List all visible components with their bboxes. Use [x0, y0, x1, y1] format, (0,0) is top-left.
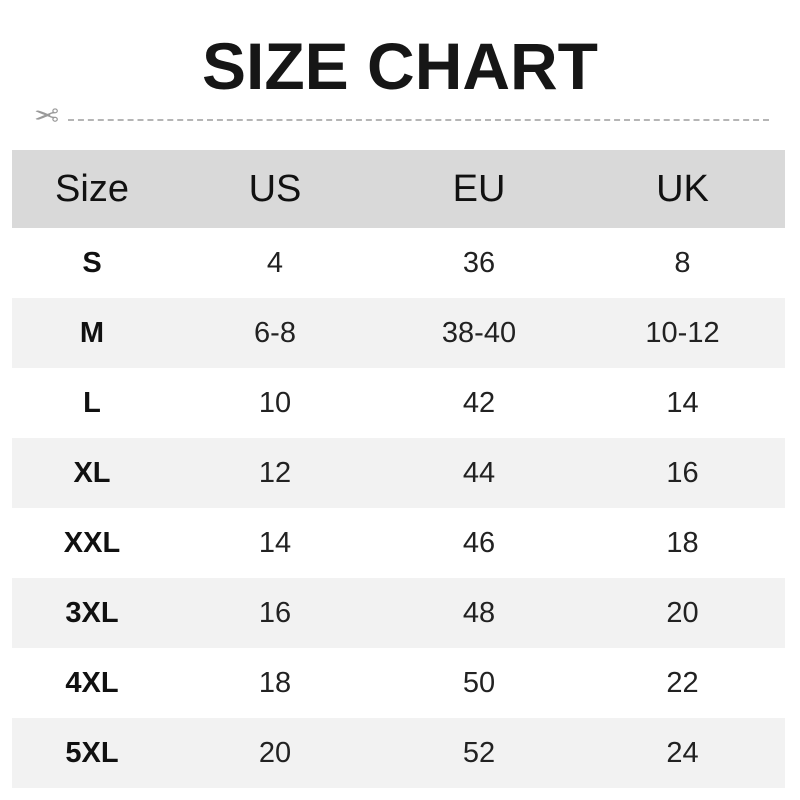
cell-us: 16: [258, 596, 292, 629]
cell-size: L: [83, 386, 101, 419]
cell-size: 5XL: [65, 736, 119, 769]
cell-eu: 36: [462, 246, 496, 279]
table-row: L 10 42 14: [12, 368, 785, 438]
table-header-row: Size US EU UK: [12, 150, 785, 228]
cell-uk: 10-12: [645, 316, 720, 349]
cell-uk: 22: [666, 666, 699, 699]
table-row: 3XL 16 48 20: [12, 578, 785, 648]
cell-uk: 14: [666, 386, 699, 419]
cell-uk: 18: [666, 526, 699, 559]
scissors-icon: ✂: [34, 100, 60, 133]
cell-us: 4: [266, 246, 284, 279]
cell-size: XXL: [63, 526, 121, 559]
cell-eu: 48: [462, 596, 496, 629]
header-uk: UK: [656, 167, 709, 210]
cell-size: 3XL: [65, 596, 119, 629]
cell-uk: 8: [674, 246, 691, 279]
cell-us: 10: [258, 386, 292, 419]
dashed-divider: [68, 119, 769, 121]
header-eu: EU: [452, 167, 506, 210]
table-row: 5XL 20 52 24: [12, 718, 785, 788]
cell-us: 14: [258, 526, 292, 559]
cell-size: S: [82, 246, 102, 279]
table-row: M 6-8 38-40 10-12: [12, 298, 785, 368]
cell-us: 12: [258, 456, 292, 489]
cell-eu: 46: [462, 526, 496, 559]
cell-eu: 42: [462, 386, 496, 419]
size-chart-table: Size US EU UK S 4 36 8 M 6-8 38-40 10-12 L 10 42 14…: [12, 150, 785, 788]
table-row: XXL 14 46 18: [12, 508, 785, 578]
header-size: Size: [55, 167, 129, 210]
cell-us: 18: [258, 666, 292, 699]
table-row: S 4 36 8: [12, 228, 785, 298]
table-row: 4XL 18 50 22: [12, 648, 785, 718]
cell-uk: 24: [666, 736, 699, 769]
header-us: US: [248, 167, 302, 210]
cut-line: ✂: [34, 100, 769, 133]
cell-size: XL: [73, 456, 111, 489]
cell-eu: 44: [462, 456, 496, 489]
table-row: XL 12 44 16: [12, 438, 785, 508]
cell-us: 20: [258, 736, 292, 769]
cell-eu: 38-40: [441, 316, 517, 349]
page-title: SIZE CHART: [202, 29, 598, 103]
cell-eu: 50: [462, 666, 496, 699]
cell-us: 6-8: [254, 316, 296, 349]
cell-uk: 20: [666, 596, 699, 629]
cell-uk: 16: [666, 456, 699, 489]
cell-size: 4XL: [65, 666, 119, 699]
cell-size: M: [79, 316, 105, 349]
cell-eu: 52: [462, 736, 496, 769]
